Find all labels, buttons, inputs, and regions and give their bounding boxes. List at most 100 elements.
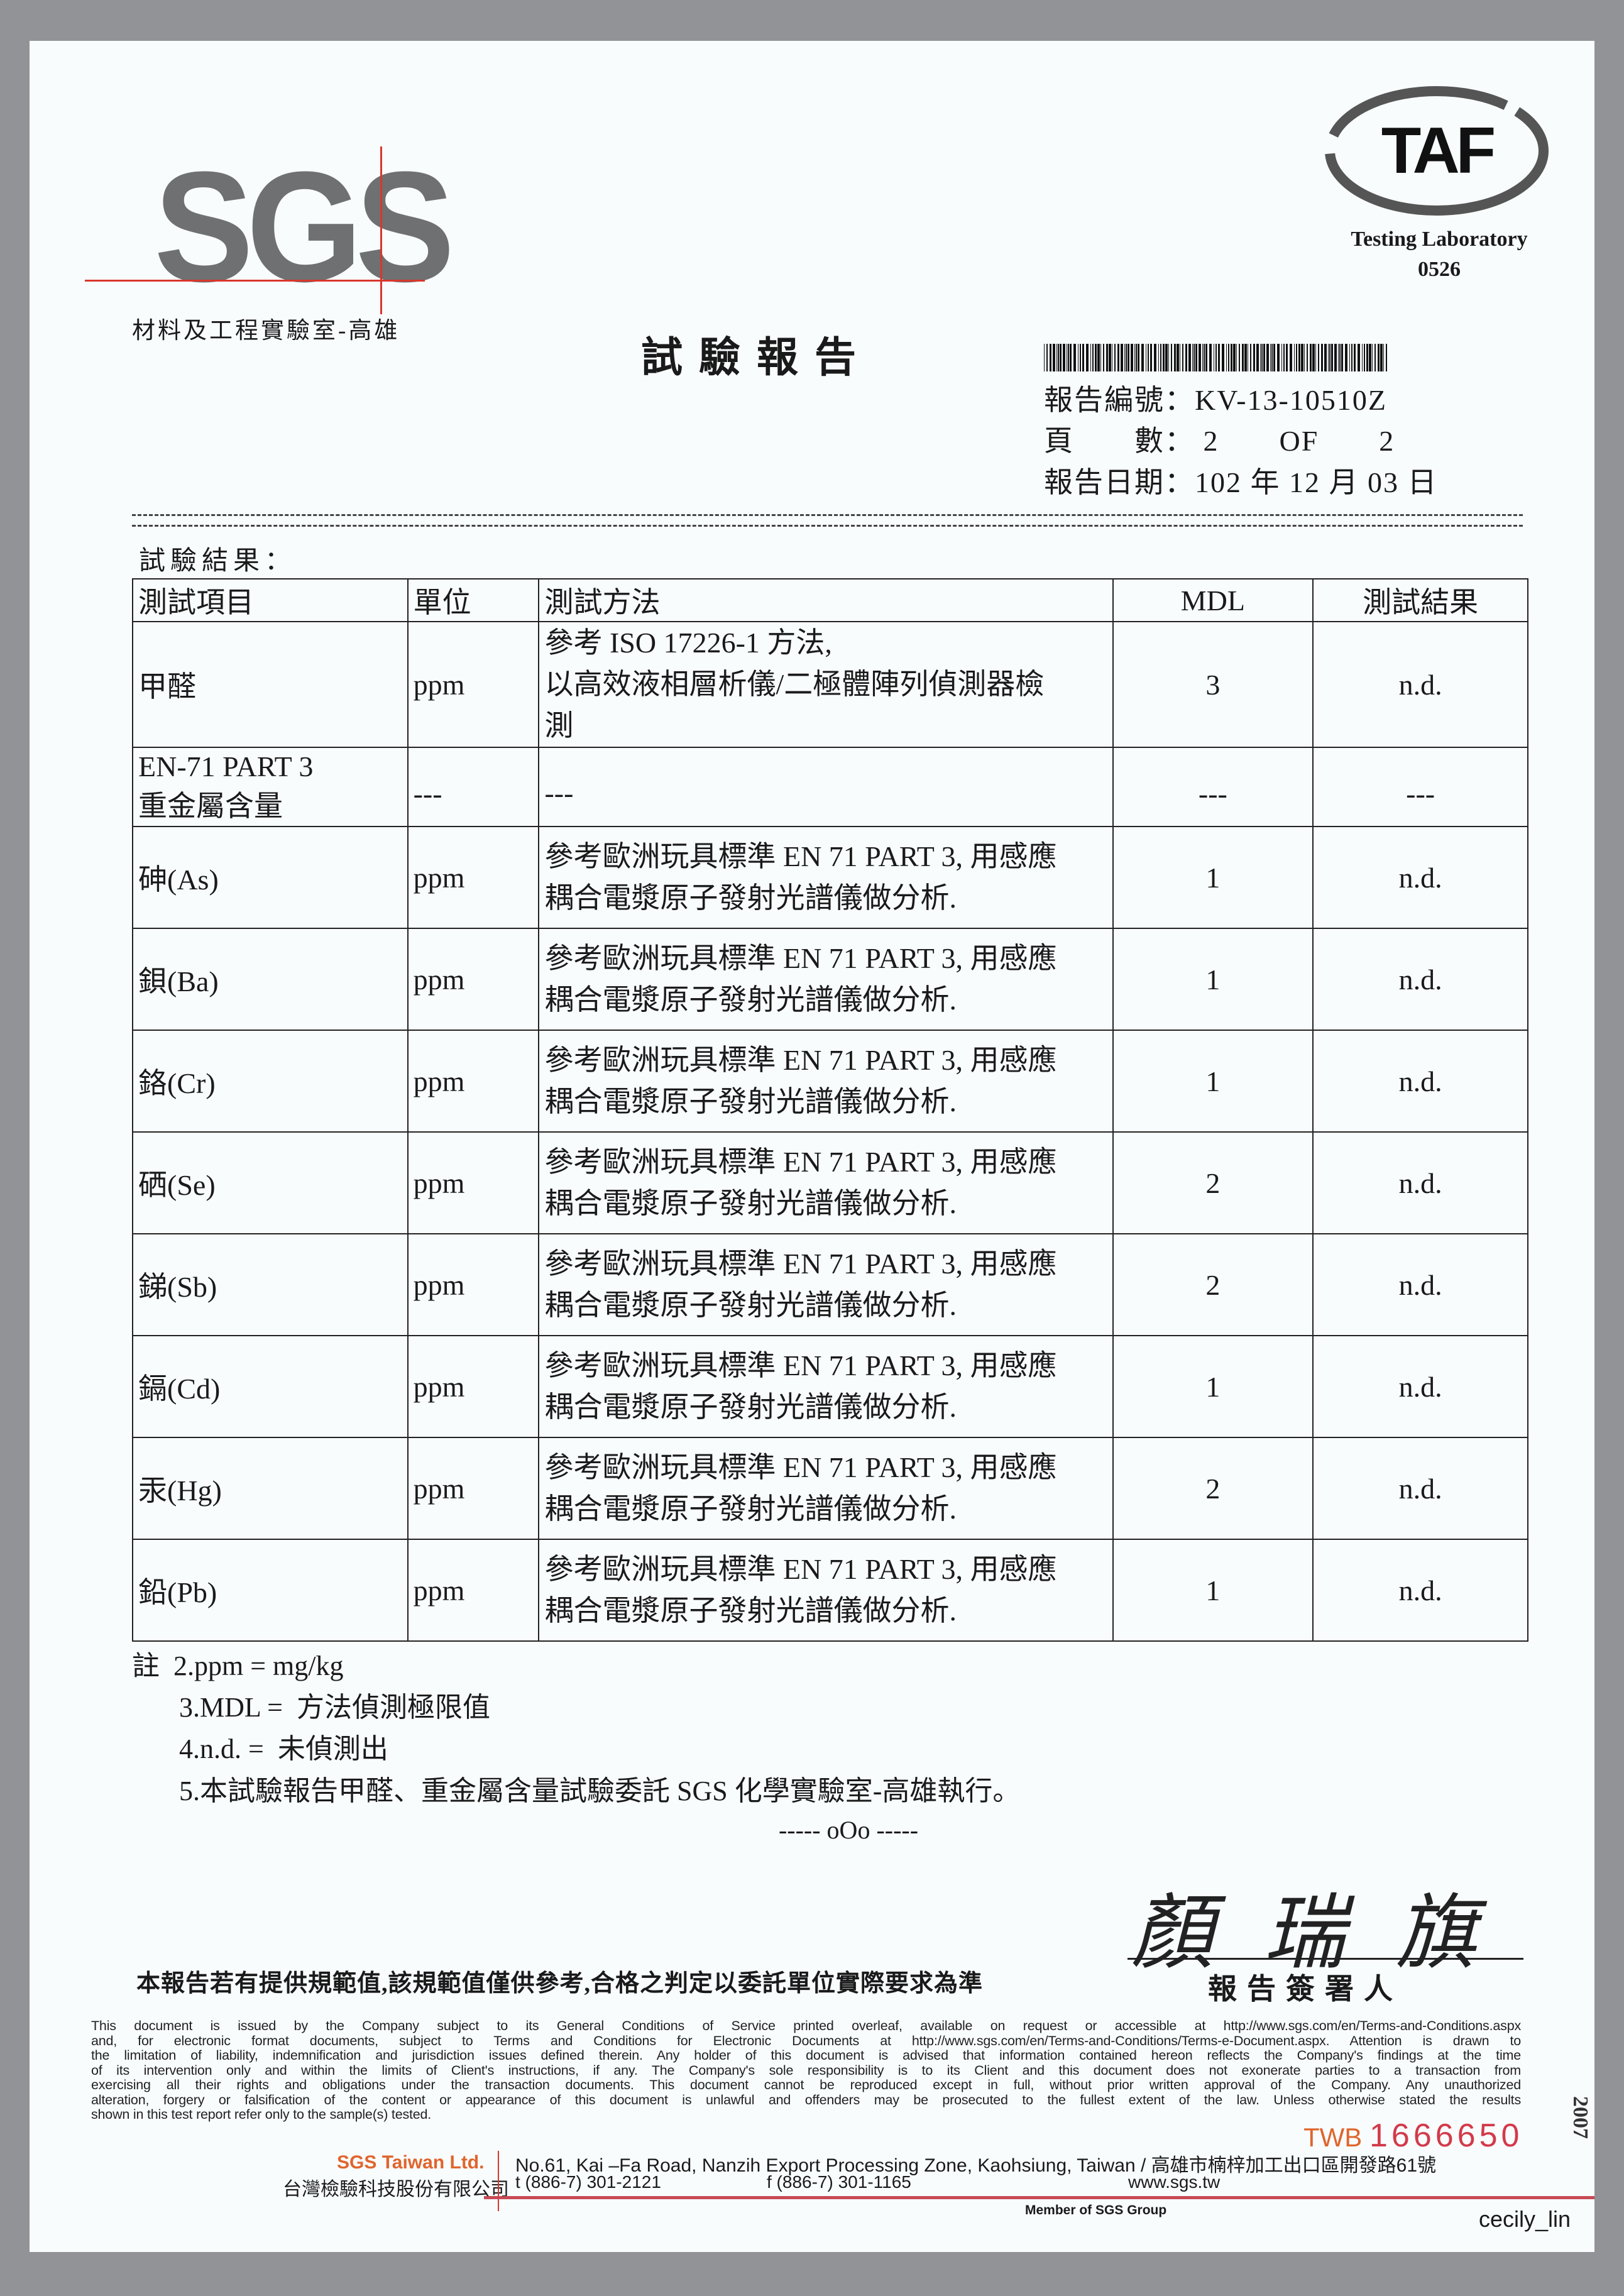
cell-item: 鋇(Ba) [132,928,409,1031]
table-row: 汞(Hg) ppm 參考歐洲玩具標準 EN 71 PART 3, 用感應 耦合電漿原… [132,1437,1528,1540]
barcode-bar [1222,344,1224,371]
barcode-bar [1366,344,1368,371]
barcode-bar [1277,344,1280,371]
cell-item: EN-71 PART 3 重金屬含量 [132,747,409,827]
barcode-bar [1349,344,1350,371]
cell-method: 參考歐洲玩具標準 EN 71 PART 3, 用感應 耦合電漿原子發射光譜儀做分… [538,1335,1114,1438]
barcode-bar [1286,344,1288,371]
lab-name: 材料及工程實驗室-高雄 [132,318,400,344]
table-row: EN-71 PART 3 重金屬含量 --- --- --- --- [132,747,1528,827]
barcode-bar [1106,344,1108,371]
barcode-bar [1056,344,1057,371]
barcode-bar [1124,344,1125,371]
barcode-bar [1261,344,1263,371]
barcode-bar [1253,344,1255,371]
cell-mdl: 2 [1112,1437,1314,1540]
barcode-bar [1114,344,1116,371]
cell-mdl: 1 [1112,1539,1314,1642]
barcode-bar [1202,344,1203,371]
table-row: 硒(Se) ppm 參考歐洲玩具標準 EN 71 PART 3, 用感應 耦合電漿原… [132,1131,1528,1234]
page-title: 試驗報告 [641,335,872,381]
barcode-bar [1150,344,1152,371]
barcode-bar [1312,344,1315,371]
barcode-bar [1242,344,1244,371]
member-label: Member of SGS Group [1025,2203,1167,2217]
footer-red-line-v [498,2151,499,2211]
fine-line: alteration, forgery or falsification of … [91,2092,1521,2107]
cell-mdl: 1 [1112,928,1314,1031]
barcode-bar [1321,344,1323,371]
cell-result: n.d. [1312,826,1528,929]
barcode-bar [1315,344,1316,371]
barcode-bar [1215,344,1217,371]
signer-label: 報告簽署人 [1208,1973,1403,2005]
barcode-bar [1304,344,1305,371]
barcode-bar [1188,344,1191,371]
barcode-bar [1117,344,1119,371]
results-table: 測試項目 單位 測試方法 MDL 測試結果 甲醛 ppm 參考 ISO 17226-… [132,578,1528,1642]
barcode-bar [1103,344,1104,371]
barcode-bar [1097,344,1100,371]
cell-method: 參考歐洲玩具標準 EN 71 PART 3, 用感應 耦合電漿原子發射光譜儀做分… [538,928,1114,1031]
barcode-bar [1121,344,1123,371]
col-item: 測試項目 [132,578,409,622]
taf-number: 0526 [1418,258,1461,281]
barcode-bar [1168,344,1169,371]
barcode-bar [1236,344,1237,371]
barcode-bar [1374,344,1376,371]
note-2: 註 2.ppm = mg/kg [132,1651,344,1681]
barcode-bar [1290,344,1292,371]
cell-unit: ppm [407,621,540,748]
company-zh: 台灣檢驗科技股份有限公司 [283,2179,509,2200]
cell-method: 參考歐洲玩具標準 EN 71 PART 3, 用感應 耦合電漿原子發射光譜儀做分… [538,1539,1114,1642]
barcode-bar [1328,344,1329,371]
barcode-bar [1341,344,1343,371]
serial-value: 1666650 [1369,2117,1523,2154]
cell-item: 銻(Sb) [132,1233,409,1336]
end-mark: ----- oOo ----- [778,1816,919,1844]
cell-mdl: 1 [1112,826,1314,929]
barcode-bar [1383,344,1384,371]
barcode-bar [1244,344,1247,371]
cell-result: n.d. [1312,1233,1528,1336]
note-3: 3.MDL = 方法偵測極限值 [179,1692,490,1723]
form-year: 2007 [1569,2096,1592,2139]
barcode-bar [1334,344,1337,371]
barcode-bar [1182,344,1183,371]
barcode-bar [1239,344,1240,371]
table-row: 銻(Sb) ppm 參考歐洲玩具標準 EN 71 PART 3, 用感應 耦合電漿原… [132,1233,1528,1336]
table-row: 鎘(Cd) ppm 參考歐洲玩具標準 EN 71 PART 3, 用感應 耦合電漿原… [132,1335,1528,1438]
company-fax: f (886-7) 301-1165 [767,2172,911,2192]
company-website[interactable]: www.sgs.tw [1128,2172,1221,2192]
footer-red-line-h [484,2196,1594,2199]
barcode-bar [1136,344,1137,371]
barcode-bar [1090,344,1091,371]
col-unit: 單位 [407,578,540,622]
barcode-bar [1233,344,1236,371]
col-result: 測試結果 [1312,578,1528,622]
barcode-bar [1195,344,1197,371]
barcode-bar [1082,344,1084,371]
table-row: 鉻(Cr) ppm 參考歐洲玩具標準 EN 71 PART 3, 用感應 耦合電漿原… [132,1030,1528,1133]
col-mdl: MDL [1112,578,1314,622]
cell-mdl: 3 [1112,621,1314,748]
barcode-bar [1053,344,1055,371]
results-label: 試驗結果： [139,547,297,576]
barcode-bar [1310,344,1312,371]
cell-method: --- [538,747,1114,827]
cell-unit: ppm [407,826,540,929]
cell-method: 參考歐洲玩具標準 EN 71 PART 3, 用感應 耦合電漿原子發射光譜儀做分… [538,1131,1114,1234]
barcode-bar [1296,344,1297,371]
cell-method: 參考歐洲玩具標準 EN 71 PART 3, 用感應 耦合電漿原子發射光譜儀做分… [538,1030,1114,1133]
serial-number: TWB 1666650 [1303,2117,1523,2155]
barcode-bar [1154,344,1156,371]
barcode-bar [1138,344,1139,371]
barcode-bar [1044,344,1045,371]
barcode-bar [1250,344,1251,371]
barcode-bar [1141,344,1144,371]
cell-unit: ppm [407,1131,540,1234]
barcode-bar [1205,344,1207,371]
barcode-bar [1329,344,1330,371]
cell-result: n.d. [1312,1131,1528,1234]
company-en: SGS Taiwan Ltd. [337,2152,485,2173]
